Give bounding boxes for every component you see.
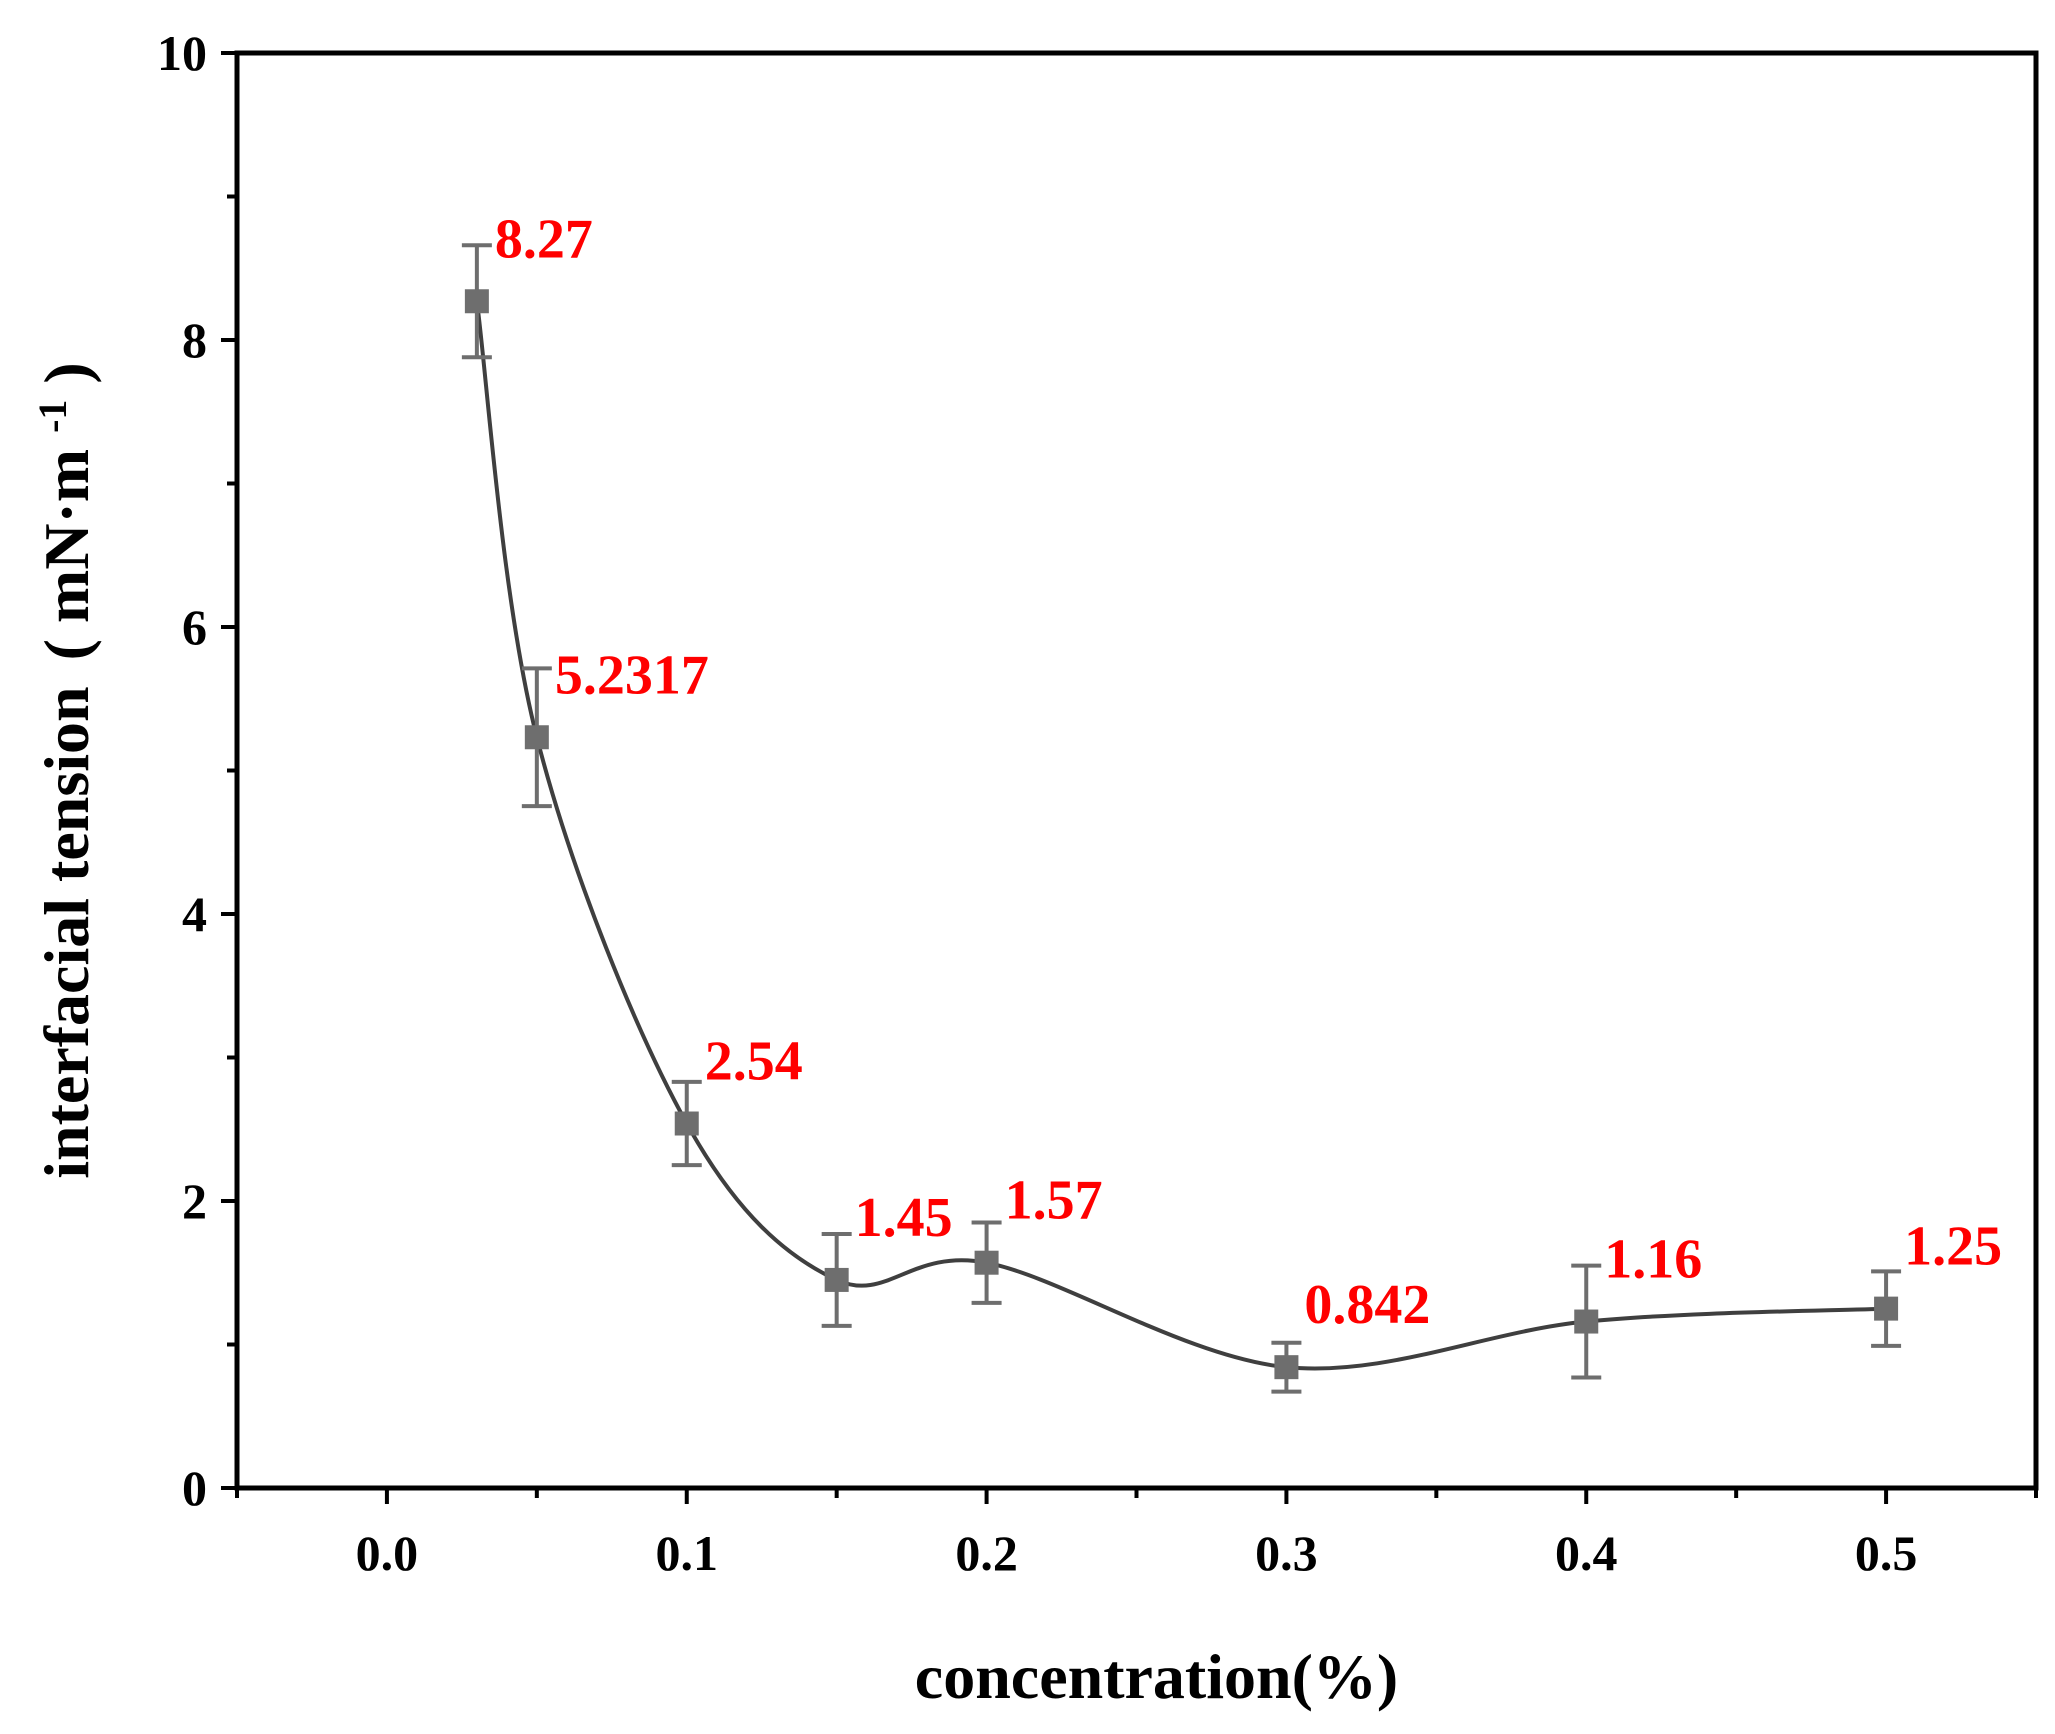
y-tick-label: 10 — [157, 25, 207, 81]
y-axis-unit-open: ( — [31, 639, 102, 660]
data-label: 1.25 — [1904, 1216, 2002, 1278]
y-axis-unit-close: ) — [31, 362, 102, 383]
data-point — [464, 289, 489, 314]
series-line — [474, 300, 1887, 1371]
data-point — [1574, 1309, 1599, 1334]
data-label: 1.57 — [1005, 1170, 1103, 1232]
y-tick-label: 8 — [182, 312, 207, 368]
data-label: 2.54 — [705, 1031, 803, 1093]
y-tick-label: 4 — [182, 886, 207, 942]
y-axis-unit-sup: -1 — [30, 400, 75, 433]
data-point — [1274, 1355, 1299, 1380]
x-tick-label: 0.0 — [356, 1525, 419, 1581]
y-tick-label: 6 — [182, 599, 207, 655]
x-tick-label: 0.3 — [1255, 1525, 1318, 1581]
x-tick-label: 0.5 — [1855, 1525, 1918, 1581]
data-point — [674, 1111, 699, 1136]
y-tick-label: 0 — [182, 1460, 207, 1516]
y-axis-title-text: interfacial tension — [31, 686, 102, 1178]
data-point — [824, 1267, 849, 1292]
x-tick-label: 0.2 — [955, 1525, 1018, 1581]
y-axis-unit-base: mN·m — [31, 449, 102, 623]
plot-content: 8.27 5.2317 2.54 1.45 1.57 0.842 1.16 1.25 — [461, 208, 2002, 1394]
y-axis-title: interfacial tension ( mN·m -1 ) — [9, 362, 102, 1179]
x-tick-label: 0.4 — [1555, 1525, 1618, 1581]
axis-ticks: 0.0 0.1 0.2 0.3 0.4 0.5 0 2 4 6 8 10 — [157, 25, 2038, 1581]
data-point — [974, 1250, 999, 1275]
data-point — [1874, 1296, 1899, 1321]
data-point — [524, 725, 549, 750]
data-label: 5.2317 — [555, 644, 709, 706]
data-label: 8.27 — [495, 208, 593, 270]
data-label: 0.842 — [1304, 1274, 1430, 1336]
x-axis-title: concentration(%) — [915, 1641, 1398, 1712]
y-tick-label: 2 — [182, 1173, 207, 1229]
data-label: 1.16 — [1604, 1229, 1702, 1291]
x-tick-label: 0.1 — [656, 1525, 719, 1581]
data-label: 1.45 — [855, 1187, 953, 1249]
